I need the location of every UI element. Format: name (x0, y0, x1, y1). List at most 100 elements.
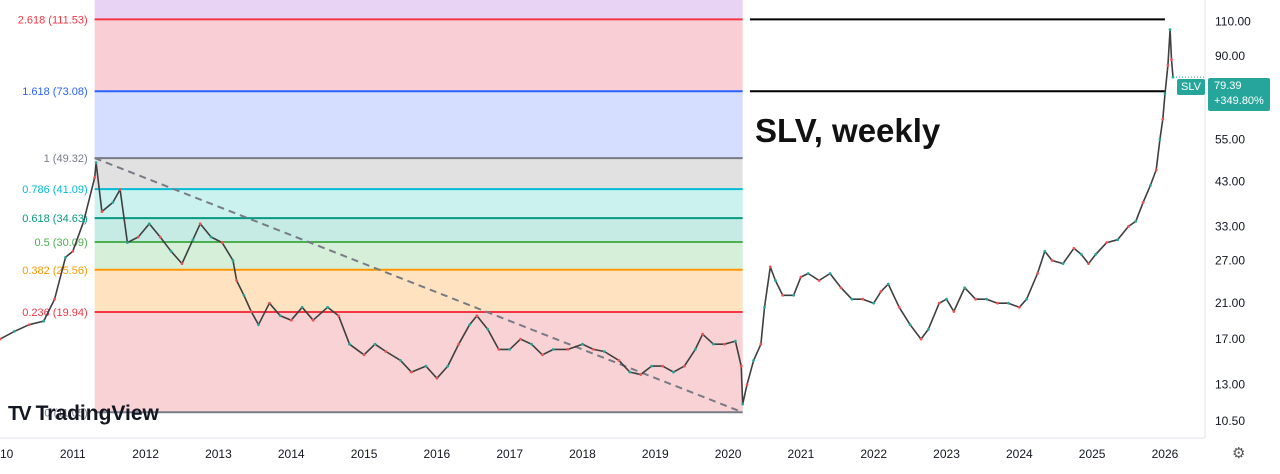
price-point-98 (974, 297, 978, 301)
price-point-12 (118, 188, 122, 191)
fib-zone-8 (94, 311, 743, 413)
price-point-107 (1061, 262, 1065, 266)
x-tick-label-9: 2019 (642, 447, 669, 461)
price-point-59 (628, 370, 632, 374)
price-point-50 (519, 337, 522, 341)
price-point-47 (486, 327, 490, 331)
fib-zone-1 (94, 19, 743, 92)
price-point-109 (1079, 252, 1083, 256)
last-price-tag: SLV 79.39 +349.80% (1177, 78, 1270, 111)
price-point-43 (446, 364, 450, 368)
price-point-104 (1036, 272, 1039, 275)
price-point-62 (661, 364, 664, 368)
fib-zone-top (94, 0, 743, 20)
fib-zone-6 (94, 242, 743, 270)
x-tick-label-8: 2018 (569, 447, 596, 461)
y-tick-label-4: 33.00 (1215, 219, 1245, 233)
price-point-96 (952, 310, 956, 313)
price-point-15 (147, 222, 151, 226)
price-point-8 (93, 176, 97, 179)
price-point-17 (169, 249, 173, 253)
price-point-94 (937, 301, 941, 305)
x-tick-label-5: 2015 (351, 447, 378, 461)
y-tick-label-2: 55.00 (1215, 133, 1245, 147)
price-point-36 (362, 353, 366, 357)
price-point-88 (879, 290, 883, 293)
price-point-39 (399, 358, 402, 362)
trend-line (94, 157, 744, 414)
fib-level-label-8: 0 (11.05) (44, 407, 87, 419)
price-point-31 (300, 305, 304, 309)
price-point-20 (198, 222, 202, 226)
price-point-37 (373, 342, 377, 346)
y-tick-label-5: 27.00 (1215, 253, 1245, 267)
price-point-112 (1105, 241, 1109, 244)
price-point-83 (828, 272, 832, 275)
price-point-46 (475, 314, 479, 318)
x-tick-label-6: 2016 (424, 447, 451, 461)
price-point-14 (136, 235, 140, 239)
price-point-54 (566, 347, 570, 351)
price-point-75 (763, 305, 766, 309)
fib-level-label-1: 1.618 (73.08) (22, 86, 87, 98)
price-point-61 (650, 364, 654, 368)
fib-zone-4 (94, 189, 743, 219)
price-point-82 (817, 279, 821, 282)
fib-zone-7 (94, 269, 743, 312)
fib-level-label-6: 0.382 (25.56) (22, 265, 87, 277)
price-point-19 (191, 238, 195, 242)
x-tick-label-11: 2021 (788, 447, 815, 461)
fib-level-label-4: 0.618 (34.63) (22, 213, 87, 225)
fib-level-label-0: 2.618 (111.53) (18, 14, 88, 26)
price-point-45 (468, 323, 472, 327)
price-point-49 (508, 347, 512, 351)
x-tick-label-7: 2017 (496, 447, 523, 461)
price-point-57 (602, 350, 606, 353)
logo-text: TradingView (35, 402, 159, 425)
x-tick-label-14: 2024 (1006, 447, 1033, 461)
price-point-41 (424, 364, 428, 368)
price-point-76 (768, 265, 772, 269)
price-point-6 (71, 249, 75, 253)
price-point-44 (457, 342, 461, 346)
price-point-103 (1025, 297, 1029, 301)
fib-zone-5 (94, 218, 743, 243)
price-point-101 (1007, 301, 1010, 305)
settings-gear-icon[interactable]: ⚙ (1232, 445, 1246, 462)
symbol-badge: SLV (1177, 79, 1205, 95)
price-point-81 (806, 272, 810, 275)
price-point-113 (1116, 238, 1120, 242)
price-point-123 (1168, 28, 1172, 32)
price-point-33 (326, 305, 330, 309)
price-point-89 (886, 282, 890, 286)
tradingview-mark-icon: TV (8, 402, 32, 425)
price-point-55 (581, 342, 584, 346)
price-point-64 (683, 364, 686, 368)
price-point-53 (551, 347, 555, 351)
price-point-74 (759, 342, 763, 346)
price-point-116 (1141, 200, 1145, 204)
change-percent: +349.80% (1213, 95, 1264, 107)
price-point-70 (739, 364, 743, 368)
price-point-13 (126, 241, 129, 244)
price-point-22 (220, 241, 224, 244)
x-tick-label-12: 2022 (860, 447, 887, 461)
price-point-111 (1094, 252, 1098, 256)
price-point-108 (1072, 246, 1076, 250)
price-point-48 (497, 347, 501, 351)
price-point-34 (337, 314, 340, 318)
y-tick-label-8: 13.00 (1215, 378, 1245, 392)
price-point-68 (723, 342, 726, 346)
price-point-58 (617, 358, 621, 362)
price-point-1 (13, 329, 16, 333)
price-point-86 (861, 297, 865, 301)
chart-title: SLV, weekly (755, 112, 941, 149)
fib-zone-3 (94, 158, 743, 190)
price-point-66 (701, 332, 705, 336)
price-point-23 (231, 259, 235, 262)
price-point-73 (752, 358, 755, 362)
price-point-87 (872, 301, 876, 305)
price-point-63 (672, 370, 675, 374)
